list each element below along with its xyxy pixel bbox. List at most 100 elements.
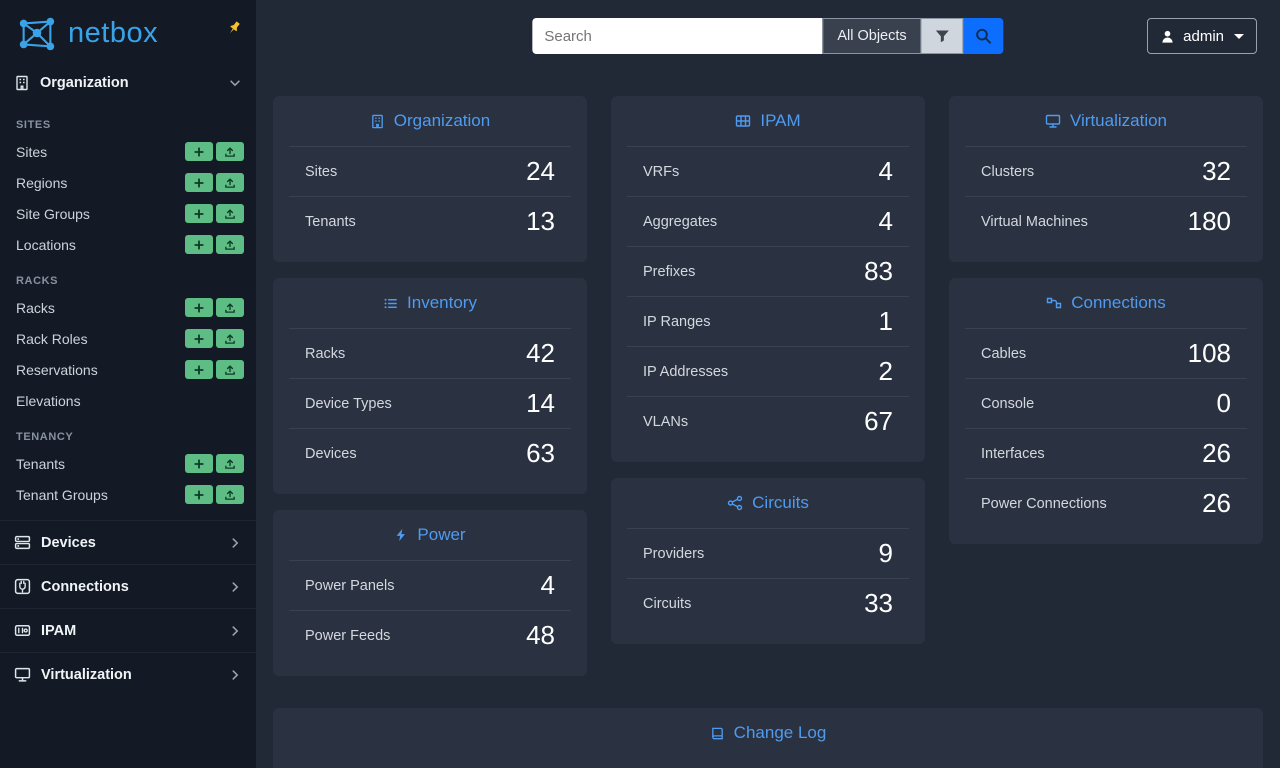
stat-link-prefixes[interactable]: Prefixes	[643, 263, 696, 280]
add-button[interactable]	[185, 204, 213, 223]
sidebar-section-ipam[interactable]: IPAM	[0, 608, 256, 652]
dashboard-column-3: Virtualization Clusters 32 Virtual Machi…	[949, 96, 1263, 676]
sidebar-item-rack-roles[interactable]: Rack Roles	[0, 323, 256, 354]
import-button[interactable]	[216, 235, 244, 254]
add-button[interactable]	[185, 485, 213, 504]
stat-row: VRFs 4	[627, 146, 909, 196]
sidebar-section-label: Connections	[41, 578, 129, 595]
stat-value: 26	[1202, 488, 1231, 518]
sidebar-section-label: Virtualization	[41, 666, 132, 683]
stat-link-aggregates[interactable]: Aggregates	[643, 213, 718, 230]
stat-row: Devices 63	[289, 428, 571, 478]
sidebar-header: netbox	[0, 0, 256, 62]
stat-row: Power Connections 26	[965, 478, 1247, 528]
search-input[interactable]	[532, 18, 823, 54]
stat-link-interfaces[interactable]: Interfaces	[981, 445, 1045, 462]
add-button[interactable]	[185, 298, 213, 317]
stat-link-sites[interactable]: Sites	[305, 163, 338, 180]
stat-link-console[interactable]: Console	[981, 395, 1035, 412]
dashboard-column-2: IPAM VRFs 4 Aggregates 4 Prefixes 83	[611, 96, 925, 676]
import-button[interactable]	[216, 454, 244, 473]
card-title-label: IPAM	[760, 111, 801, 130]
sidebar-group-heading-sites: SITES	[16, 119, 51, 131]
import-button[interactable]	[216, 173, 244, 192]
netbox-logo[interactable]: netbox	[14, 12, 158, 54]
sidebar-item-tenants[interactable]: Tenants	[0, 448, 256, 479]
sidebar-section-virtualization[interactable]: Virtualization	[0, 652, 256, 696]
stat-value: 108	[1187, 338, 1231, 368]
card-title-label: Organization	[393, 111, 491, 130]
sidebar-section-devices[interactable]: Devices	[0, 520, 256, 564]
sidebar-item-locations[interactable]: Locations	[0, 229, 256, 260]
import-button[interactable]	[216, 204, 244, 223]
sidebar-item-site-groups[interactable]: Site Groups	[0, 198, 256, 229]
main-content: All Objects admin	[256, 0, 1280, 768]
stat-link-vlans[interactable]: VLANs	[643, 413, 689, 430]
pin-sidebar-icon[interactable]	[226, 20, 242, 36]
card-title: Circuits	[611, 478, 925, 528]
stat-value: 4	[878, 206, 893, 236]
stat-link-power-panels[interactable]: Power Panels	[305, 577, 395, 594]
add-button[interactable]	[185, 235, 213, 254]
user-menu-label: admin	[1183, 27, 1224, 45]
sidebar-collapsed-sections: Devices Connections IPAM	[0, 520, 256, 696]
card-virtualization: Virtualization Clusters 32 Virtual Machi…	[949, 96, 1263, 262]
search-scope-button[interactable]: All Objects	[822, 18, 922, 54]
stat-link-power-connections[interactable]: Power Connections	[981, 495, 1107, 512]
sidebar-item-tenant-groups[interactable]: Tenant Groups	[0, 479, 256, 510]
bolt-icon	[394, 528, 408, 542]
sidebar-item-sites[interactable]: Sites	[0, 136, 256, 167]
card-title: Power	[273, 510, 587, 560]
sidebar-item-label: Elevations	[16, 392, 81, 409]
stat-link-vrfs[interactable]: VRFs	[643, 163, 680, 180]
list-icon	[383, 296, 398, 311]
sidebar-section-label: Organization	[40, 75, 129, 91]
grid-icon	[735, 113, 751, 129]
stat-value: 1	[878, 306, 893, 336]
stat-link-circuits[interactable]: Circuits	[643, 595, 692, 612]
sidebar-item-elevations[interactable]: Elevations	[0, 385, 256, 416]
stat-link-power-feeds[interactable]: Power Feeds	[305, 627, 391, 644]
sidebar-section-organization[interactable]: Organization	[0, 62, 256, 104]
sidebar-group-heading-tenancy: TENANCY	[16, 431, 74, 443]
import-button[interactable]	[216, 485, 244, 504]
sidebar-section-label: Devices	[41, 534, 96, 551]
stat-link-racks[interactable]: Racks	[305, 345, 346, 362]
add-button[interactable]	[185, 329, 213, 348]
import-button[interactable]	[216, 360, 244, 379]
add-button[interactable]	[185, 360, 213, 379]
add-button[interactable]	[185, 142, 213, 161]
stat-link-device-types[interactable]: Device Types	[305, 395, 392, 412]
stat-value: 32	[1202, 156, 1231, 186]
stat-link-cables[interactable]: Cables	[981, 345, 1027, 362]
monitor-icon	[14, 666, 31, 683]
import-button[interactable]	[216, 298, 244, 317]
sidebar-item-racks[interactable]: Racks	[0, 292, 256, 323]
stat-link-ip-addresses[interactable]: IP Addresses	[643, 363, 729, 380]
stat-link-ip-ranges[interactable]: IP Ranges	[643, 313, 711, 330]
card-title-label: Change Log	[733, 723, 827, 742]
dashboard-column-1: Organization Sites 24 Tenants 13	[273, 96, 587, 676]
devices-icon	[14, 534, 31, 551]
sidebar-item-reservations[interactable]: Reservations	[0, 354, 256, 385]
user-menu-button[interactable]: admin	[1147, 18, 1257, 54]
import-button[interactable]	[216, 329, 244, 348]
import-button[interactable]	[216, 142, 244, 161]
card-title-label: Power	[417, 525, 466, 544]
add-button[interactable]	[185, 454, 213, 473]
stat-link-clusters[interactable]: Clusters	[981, 163, 1035, 180]
stat-row: Racks 42	[289, 328, 571, 378]
sidebar-item-label: Tenants	[16, 455, 66, 472]
search-submit-button[interactable]	[963, 18, 1004, 54]
add-button[interactable]	[185, 173, 213, 192]
stat-link-virtual-machines[interactable]: Virtual Machines	[981, 213, 1088, 230]
card-connections: Connections Cables 108 Console 0 Interfa…	[949, 278, 1263, 544]
sidebar-section-connections[interactable]: Connections	[0, 564, 256, 608]
chevron-right-icon	[228, 580, 242, 594]
sidebar-item-regions[interactable]: Regions	[0, 167, 256, 198]
stat-link-providers[interactable]: Providers	[643, 545, 705, 562]
stat-row: Sites 24	[289, 146, 571, 196]
stat-link-devices[interactable]: Devices	[305, 445, 357, 462]
filter-button[interactable]	[921, 18, 964, 54]
stat-link-tenants[interactable]: Tenants	[305, 213, 356, 230]
